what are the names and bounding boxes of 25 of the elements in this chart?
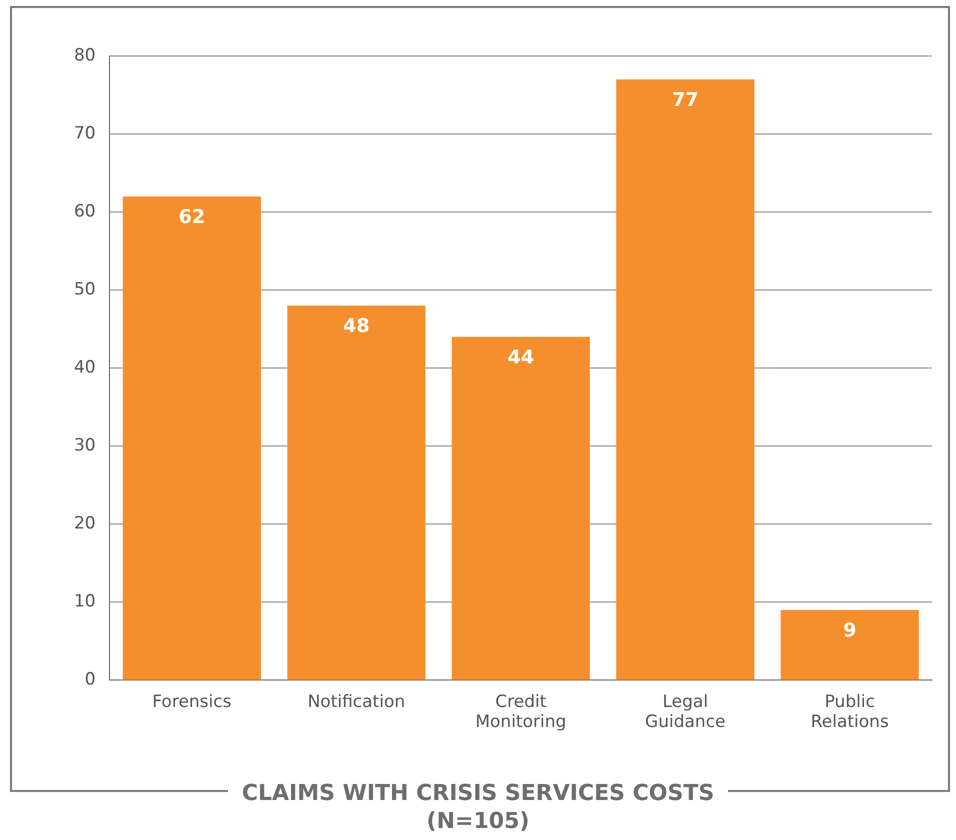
bar <box>122 196 261 680</box>
y-tick-label: 20 <box>74 514 96 534</box>
y-tick-label: 60 <box>74 201 96 222</box>
bar <box>452 336 590 680</box>
x-tick-label: Legal Guidance <box>645 692 726 732</box>
bar <box>616 79 754 680</box>
data-label: 62 <box>178 206 206 228</box>
y-tick-label: 0 <box>84 670 96 690</box>
bar <box>287 306 426 680</box>
x-tick-label: Forensics <box>152 692 232 712</box>
y-tick-label: 70 <box>74 123 96 144</box>
y-tick-label: 40 <box>74 358 96 378</box>
y-tick-label: 30 <box>74 436 96 456</box>
data-label: 48 <box>343 315 370 338</box>
data-label: 9 <box>843 619 856 642</box>
data-label: 77 <box>672 88 699 111</box>
y-tick-label: 10 <box>74 592 96 612</box>
text: CLAIMS WITH CRISIS SERVICES COSTS (N=105) <box>228 780 728 836</box>
x-tick-label: Notification <box>308 692 406 712</box>
y-tick-label: 80 <box>74 45 96 66</box>
x-tick-label: Public Relations <box>810 692 889 732</box>
x-tick-label: Credit Monitoring <box>475 692 566 732</box>
bar <box>780 610 919 680</box>
data-label: 44 <box>508 346 534 368</box>
y-tick-label: 50 <box>74 279 96 300</box>
